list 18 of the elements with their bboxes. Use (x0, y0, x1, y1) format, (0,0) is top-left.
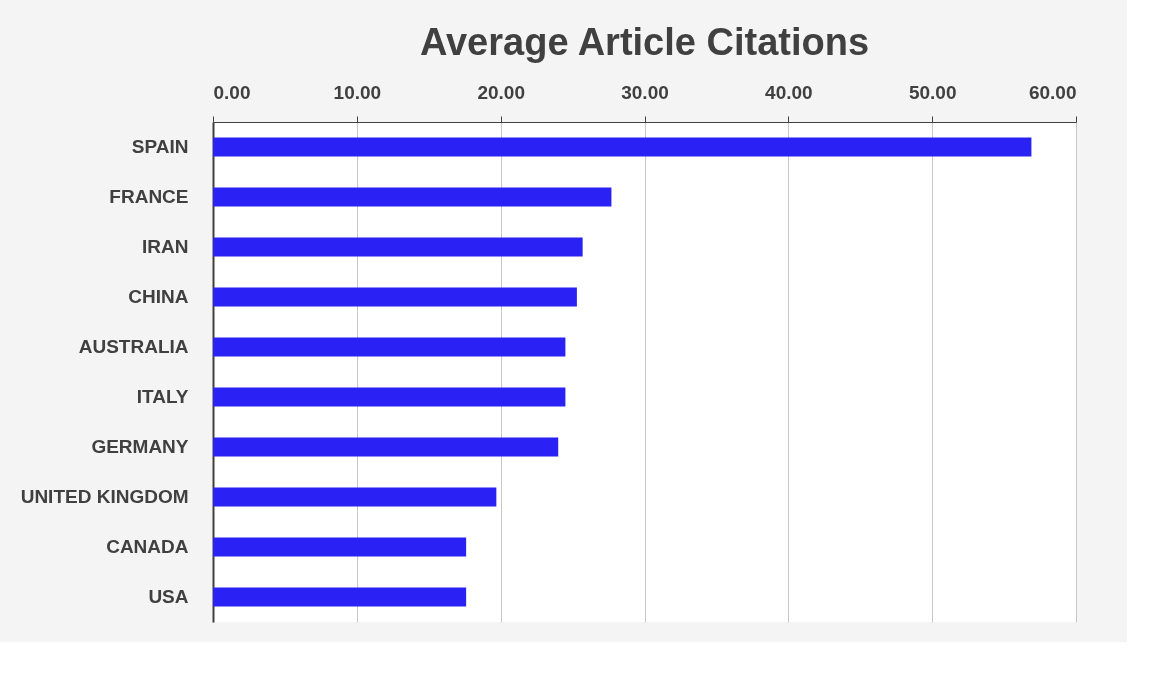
x-tick-label: 50.00 (908, 81, 957, 103)
y-tick-label: SPAIN (131, 136, 189, 157)
chart-title: Average Article Citations (419, 21, 870, 63)
x-tick-label: 30.00 (621, 81, 669, 103)
x-tick-label: 10.00 (333, 81, 382, 103)
y-tick-label: ITALY (136, 386, 189, 407)
y-tick-label: CANADA (106, 536, 189, 557)
x-tick-label: 40.00 (765, 81, 813, 103)
y-tick-label: GERMANY (91, 436, 189, 457)
y-tick-label: AUSTRALIA (78, 336, 189, 357)
y-tick-label: IRAN (142, 236, 189, 257)
y-tick-label: UNITED KINGDOM (20, 486, 189, 507)
x-tick-label: 0.00 (213, 81, 251, 103)
y-tick-label: USA (148, 586, 189, 607)
y-tick-label: FRANCE (109, 186, 189, 207)
x-tick-label: 60.00 (1028, 81, 1077, 103)
x-tick-label: 20.00 (477, 81, 525, 103)
y-tick-label: CHINA (128, 286, 189, 307)
